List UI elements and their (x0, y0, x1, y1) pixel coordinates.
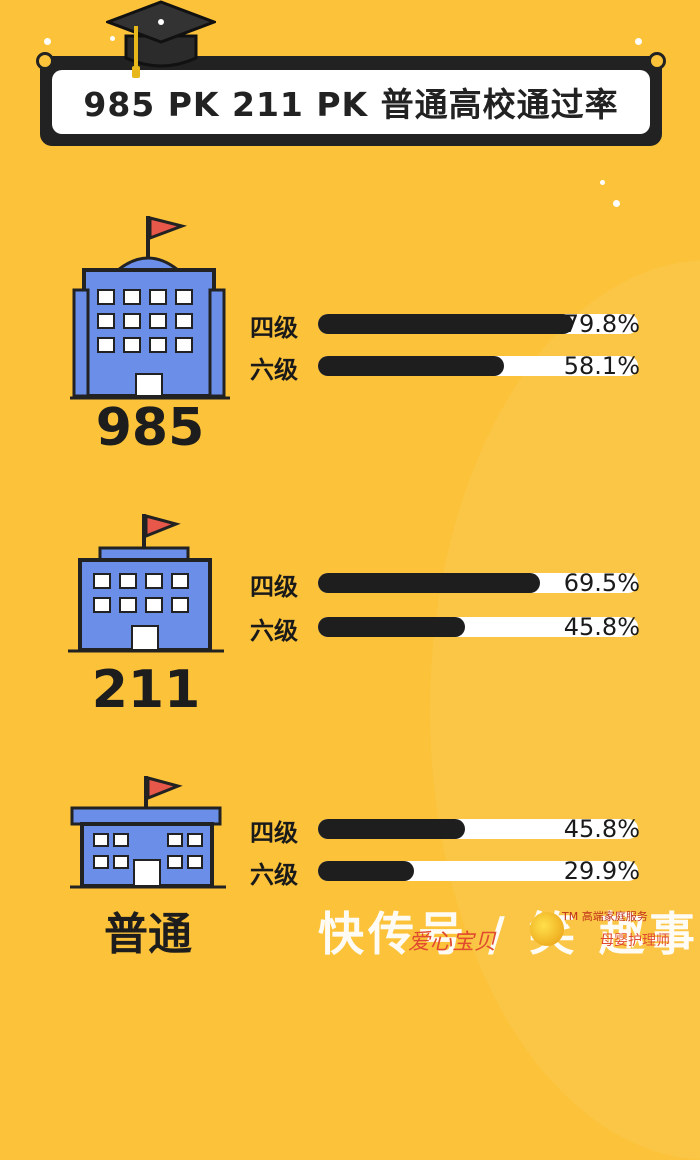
bar-row-regular-cet4: 四级 45.8% (250, 812, 650, 847)
decor-dot (44, 38, 51, 45)
bar-track (318, 617, 638, 637)
bar-label: 六级 (250, 861, 298, 889)
bar-fill-211-cet4 (318, 573, 541, 593)
bar-label: 四级 (250, 573, 298, 601)
graduation-cap-icon (106, 0, 216, 78)
bar-fill-211-cet6 (318, 617, 465, 637)
banner-pin (36, 52, 54, 70)
bar-fill-regular-cet4 (318, 819, 465, 839)
bar-value-label: 58.1% (563, 352, 640, 380)
university-211-building-icon (68, 514, 224, 653)
bar-fill-985-cet4 (318, 314, 574, 334)
bar-value-label: 79.8% (563, 310, 640, 338)
watermark-subtext: 母婴护理师 (600, 933, 670, 949)
bar-track (318, 819, 638, 839)
bar-track (318, 573, 638, 593)
bar-value-label: 29.9% (563, 857, 640, 885)
bar-track (318, 356, 638, 376)
bar-fill-regular-cet6 (318, 861, 414, 881)
title-banner-inner: 985 PK 211 PK 普通高校通过率 (52, 70, 650, 134)
bar-fill-985-cet6 (318, 356, 504, 376)
decor-dot (635, 38, 642, 45)
bar-row-211-cet6: 六级 45.8% (250, 610, 650, 645)
bar-value-label: 69.5% (563, 569, 640, 597)
title-banner: 985 PK 211 PK 普通高校通过率 (36, 52, 666, 146)
decor-dot (110, 36, 115, 41)
watermark-brand: 爱心宝贝 (408, 930, 497, 955)
bar-value-label: 45.8% (563, 613, 640, 641)
bar-row-211-cet4: 四级 69.5% (250, 566, 650, 601)
background-arc (430, 260, 700, 1160)
bar-track (318, 314, 638, 334)
bar-value-label: 45.8% (563, 815, 640, 843)
watermark-tagline: TM 高端家庭服务 (562, 910, 648, 923)
bar-label: 六级 (250, 356, 298, 384)
bar-row-985-cet6: 六级 58.1% (250, 349, 650, 384)
bar-label: 四级 (250, 819, 298, 847)
bar-row-regular-cet6: 六级 29.9% (250, 854, 650, 889)
decor-dot (600, 180, 605, 185)
watermark-logo-icon (530, 912, 564, 946)
decor-dot (613, 200, 620, 207)
section-label-985: 985 (95, 398, 205, 458)
banner-pin (648, 52, 666, 70)
bar-label: 六级 (250, 617, 298, 645)
university-985-building-icon (70, 216, 230, 400)
university-regular-building-icon (70, 776, 226, 889)
watermark-text: 快传号 / 笑 趣事 (318, 907, 699, 961)
section-label-211: 211 (91, 660, 201, 720)
bar-track (318, 861, 638, 881)
section-label-regular: 普通 (104, 909, 192, 960)
bar-label: 四级 (250, 314, 298, 342)
page-title: 985 PK 211 PK 普通高校通过率 (83, 85, 619, 124)
bar-row-985-cet4: 四级 79.8% (250, 307, 650, 342)
